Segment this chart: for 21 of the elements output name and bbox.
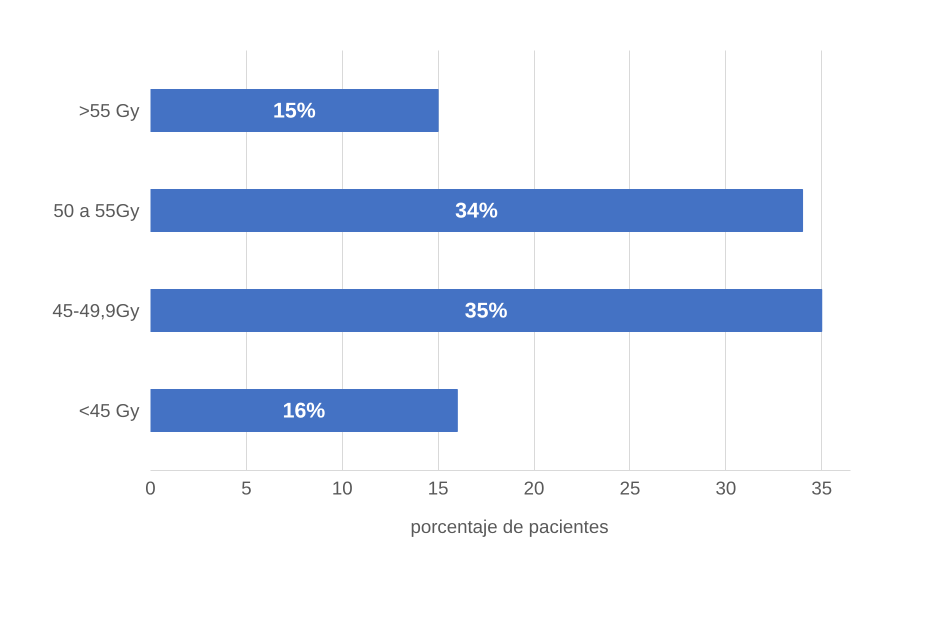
data-label: 35%	[464, 298, 508, 322]
y-tick-label: >55 Gy	[78, 100, 140, 121]
data-label: 15%	[272, 98, 316, 122]
bar	[150, 289, 822, 332]
x-tick-label: 35	[811, 478, 832, 498]
bar	[150, 189, 804, 232]
x-tick-label: 30	[715, 478, 736, 498]
y-tick-label: 50 a 55Gy	[53, 200, 140, 221]
x-tick-label: 5	[241, 478, 252, 498]
bar	[150, 389, 458, 432]
bar	[150, 89, 439, 132]
x-tick-label: 25	[620, 478, 640, 498]
data-label: 34%	[455, 198, 498, 222]
y-tick-label: 45-49,9Gy	[52, 300, 140, 321]
x-tick-label: 15	[428, 478, 449, 498]
y-tick-label: <45 Gy	[78, 400, 140, 421]
x-tick-label: 10	[332, 478, 353, 498]
data-label: 16%	[282, 398, 326, 422]
text: porcentaje de pacientes	[410, 516, 609, 538]
x-tick-label: 20	[524, 478, 544, 498]
x-tick-label: 0	[145, 478, 156, 498]
